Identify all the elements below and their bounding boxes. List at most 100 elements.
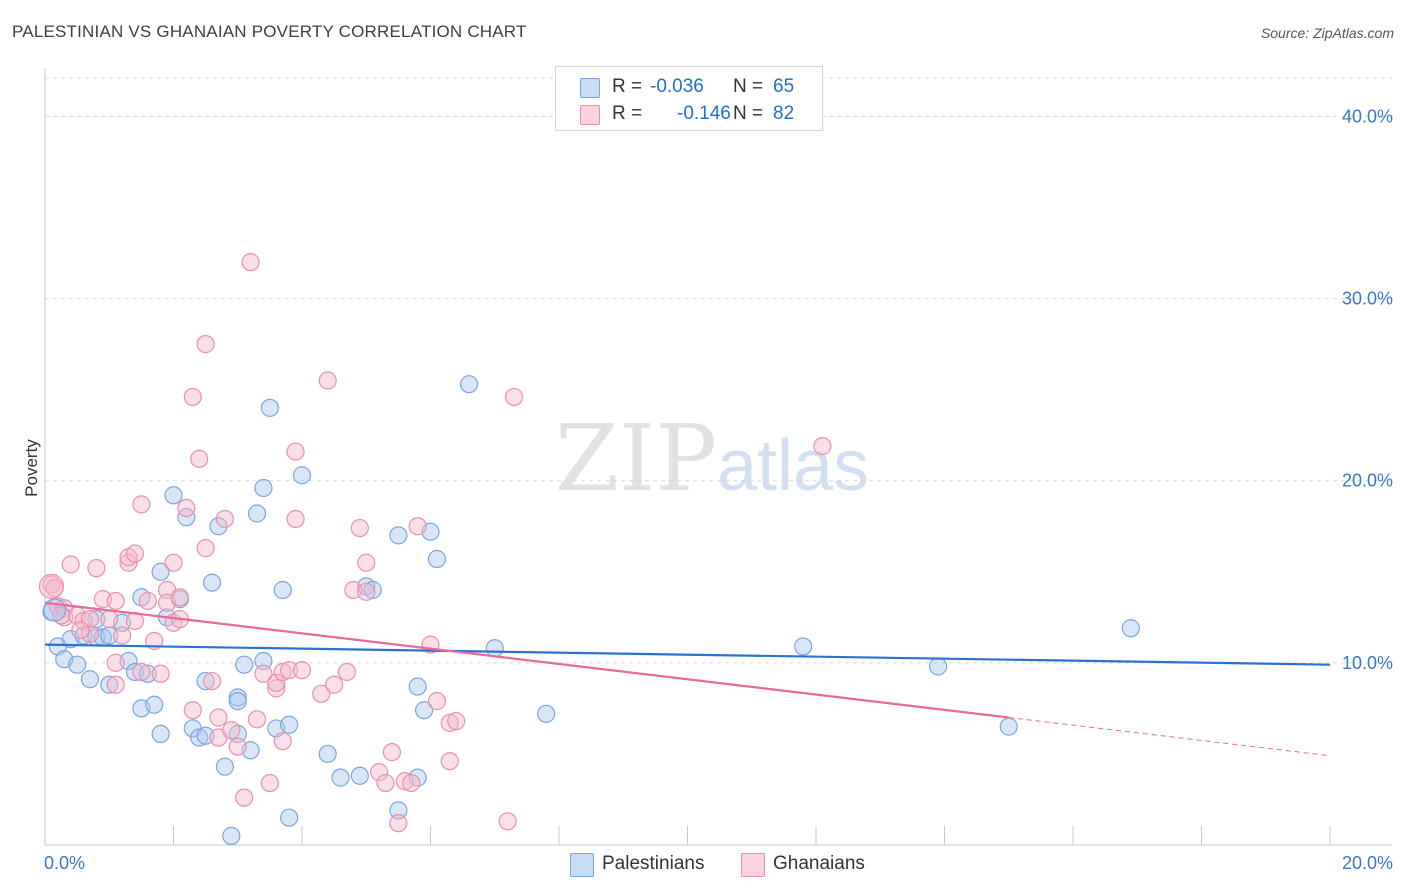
ghanaian-point: [71, 620, 90, 640]
legend-n-value: 82: [773, 103, 795, 124]
palestinian-point: [427, 549, 447, 569]
ghanaian-point: [267, 673, 286, 692]
legend-n-label: N =: [733, 103, 764, 124]
palestinian-point: [485, 639, 504, 658]
ghanaian-point: [427, 692, 447, 711]
palestinian-point: [209, 517, 228, 536]
palestinian-point: [151, 562, 170, 581]
data-points: [38, 253, 1140, 845]
ghanaian-point: [286, 442, 305, 461]
palestinian-point: [202, 573, 222, 592]
ghanaian-point: [408, 517, 427, 536]
ghanaian-point: [190, 449, 209, 468]
palestinian-point: [80, 670, 100, 689]
ghanaian-point: [389, 814, 408, 833]
palestinian-point: [222, 826, 241, 845]
ghanaian-point: [177, 498, 196, 518]
palestinian-trend-line: [44, 643, 1331, 666]
palestinian-point: [190, 728, 209, 747]
palestinian-point: [164, 486, 183, 505]
ghanaian-point: [209, 708, 228, 727]
ghanaian-point: [254, 664, 273, 683]
palestinian-point: [350, 766, 369, 785]
legend-r-label: R =: [612, 76, 643, 97]
ghanaian-point: [215, 509, 234, 529]
ghanaian-point: [222, 721, 241, 740]
palestinian-point: [999, 717, 1018, 736]
ghanaian-point: [61, 555, 80, 574]
ghanaian-point: [241, 253, 260, 272]
palestinian-point: [331, 768, 350, 787]
palestinian-point: [318, 744, 337, 764]
ghanaian-point: [370, 763, 389, 782]
ghanaian-point: [80, 624, 100, 643]
legend-r-value: -0.036: [650, 76, 704, 97]
ghanaian-point: [286, 509, 305, 529]
palestinian-point: [459, 375, 479, 394]
ghanaian-point: [235, 788, 254, 807]
ghanaian-point: [280, 661, 299, 680]
palestinian-point: [794, 637, 813, 656]
ghanaian-point: [325, 675, 344, 694]
ghanaian-point: [170, 588, 190, 607]
ghanaian-point: [395, 772, 414, 791]
ghanaian-point: [247, 710, 267, 729]
watermark-atlas: atlas: [717, 426, 869, 506]
correlation-legend: R = -0.036 N = 65 R = -0.146 N = 82: [555, 66, 823, 131]
ghanaian-point: [440, 752, 459, 771]
legend-swatch-blue: [570, 853, 594, 877]
legend-swatch-pink: [580, 105, 600, 125]
ghanaian-point: [106, 591, 125, 611]
palestinian-point: [1121, 619, 1140, 638]
axes: [44, 68, 1392, 846]
source-label: Source: ZipAtlas.com: [1260, 25, 1394, 41]
palestinian-point: [138, 664, 157, 683]
ghanaian-point: [292, 661, 312, 680]
palestinian-point: [228, 692, 247, 711]
x-tick-label: 20.0%: [1342, 853, 1393, 873]
palestinian-point: [100, 626, 119, 645]
ghanaian-point: [151, 664, 170, 683]
ghanaian-point: [382, 743, 402, 762]
palestinian-point: [280, 808, 299, 827]
ghanaian-point: [504, 387, 524, 407]
palestinian-point: [68, 655, 87, 674]
palestinian-point: [389, 526, 408, 545]
ghanaian-point: [447, 712, 466, 731]
palestinian-point: [145, 695, 164, 714]
ghanaian-point: [440, 713, 459, 733]
watermark-zip: ZIP: [555, 405, 717, 512]
palestinian-point: [254, 651, 273, 671]
palestinian-point: [177, 508, 196, 527]
palestinian-point: [292, 466, 312, 485]
trend-lines: [44, 601, 1331, 757]
ghanaian-point: [267, 679, 286, 698]
ghanaian-point: [38, 573, 65, 599]
tick-labels: 10.0% 20.0% 30.0% 40.0% 0.0% 20.0%: [44, 106, 1393, 873]
legend-n-label: N =: [733, 76, 764, 97]
ghanaian-point: [112, 626, 132, 645]
legend-swatch-blue: [580, 78, 600, 98]
ghanaian-point: [273, 732, 292, 751]
legend-swatch-pink: [741, 853, 765, 877]
palestinian-point: [260, 398, 279, 417]
ghanaian-point: [164, 553, 183, 572]
ghanaian-point: [402, 773, 421, 793]
palestinian-point: [254, 478, 273, 498]
ghanaian-point: [125, 544, 145, 563]
y-axis-label: Poverty: [22, 439, 41, 497]
ghanaian-point: [376, 773, 395, 793]
ghanaian-point: [498, 812, 517, 831]
legend-r-value: -0.146: [677, 103, 731, 124]
palestinian-point: [151, 724, 170, 743]
ghanaian-point: [357, 553, 376, 572]
ghanaian-point: [228, 737, 247, 756]
legend-label-ghanaians: Ghanaians: [773, 853, 865, 874]
palestinian-point: [408, 677, 427, 696]
ghanaian-point: [813, 437, 832, 456]
ghanaian-point: [357, 582, 376, 601]
y-tick-label: 40.0%: [1342, 106, 1393, 126]
palestinian-point: [215, 757, 234, 776]
ghanaian-point: [138, 591, 157, 611]
